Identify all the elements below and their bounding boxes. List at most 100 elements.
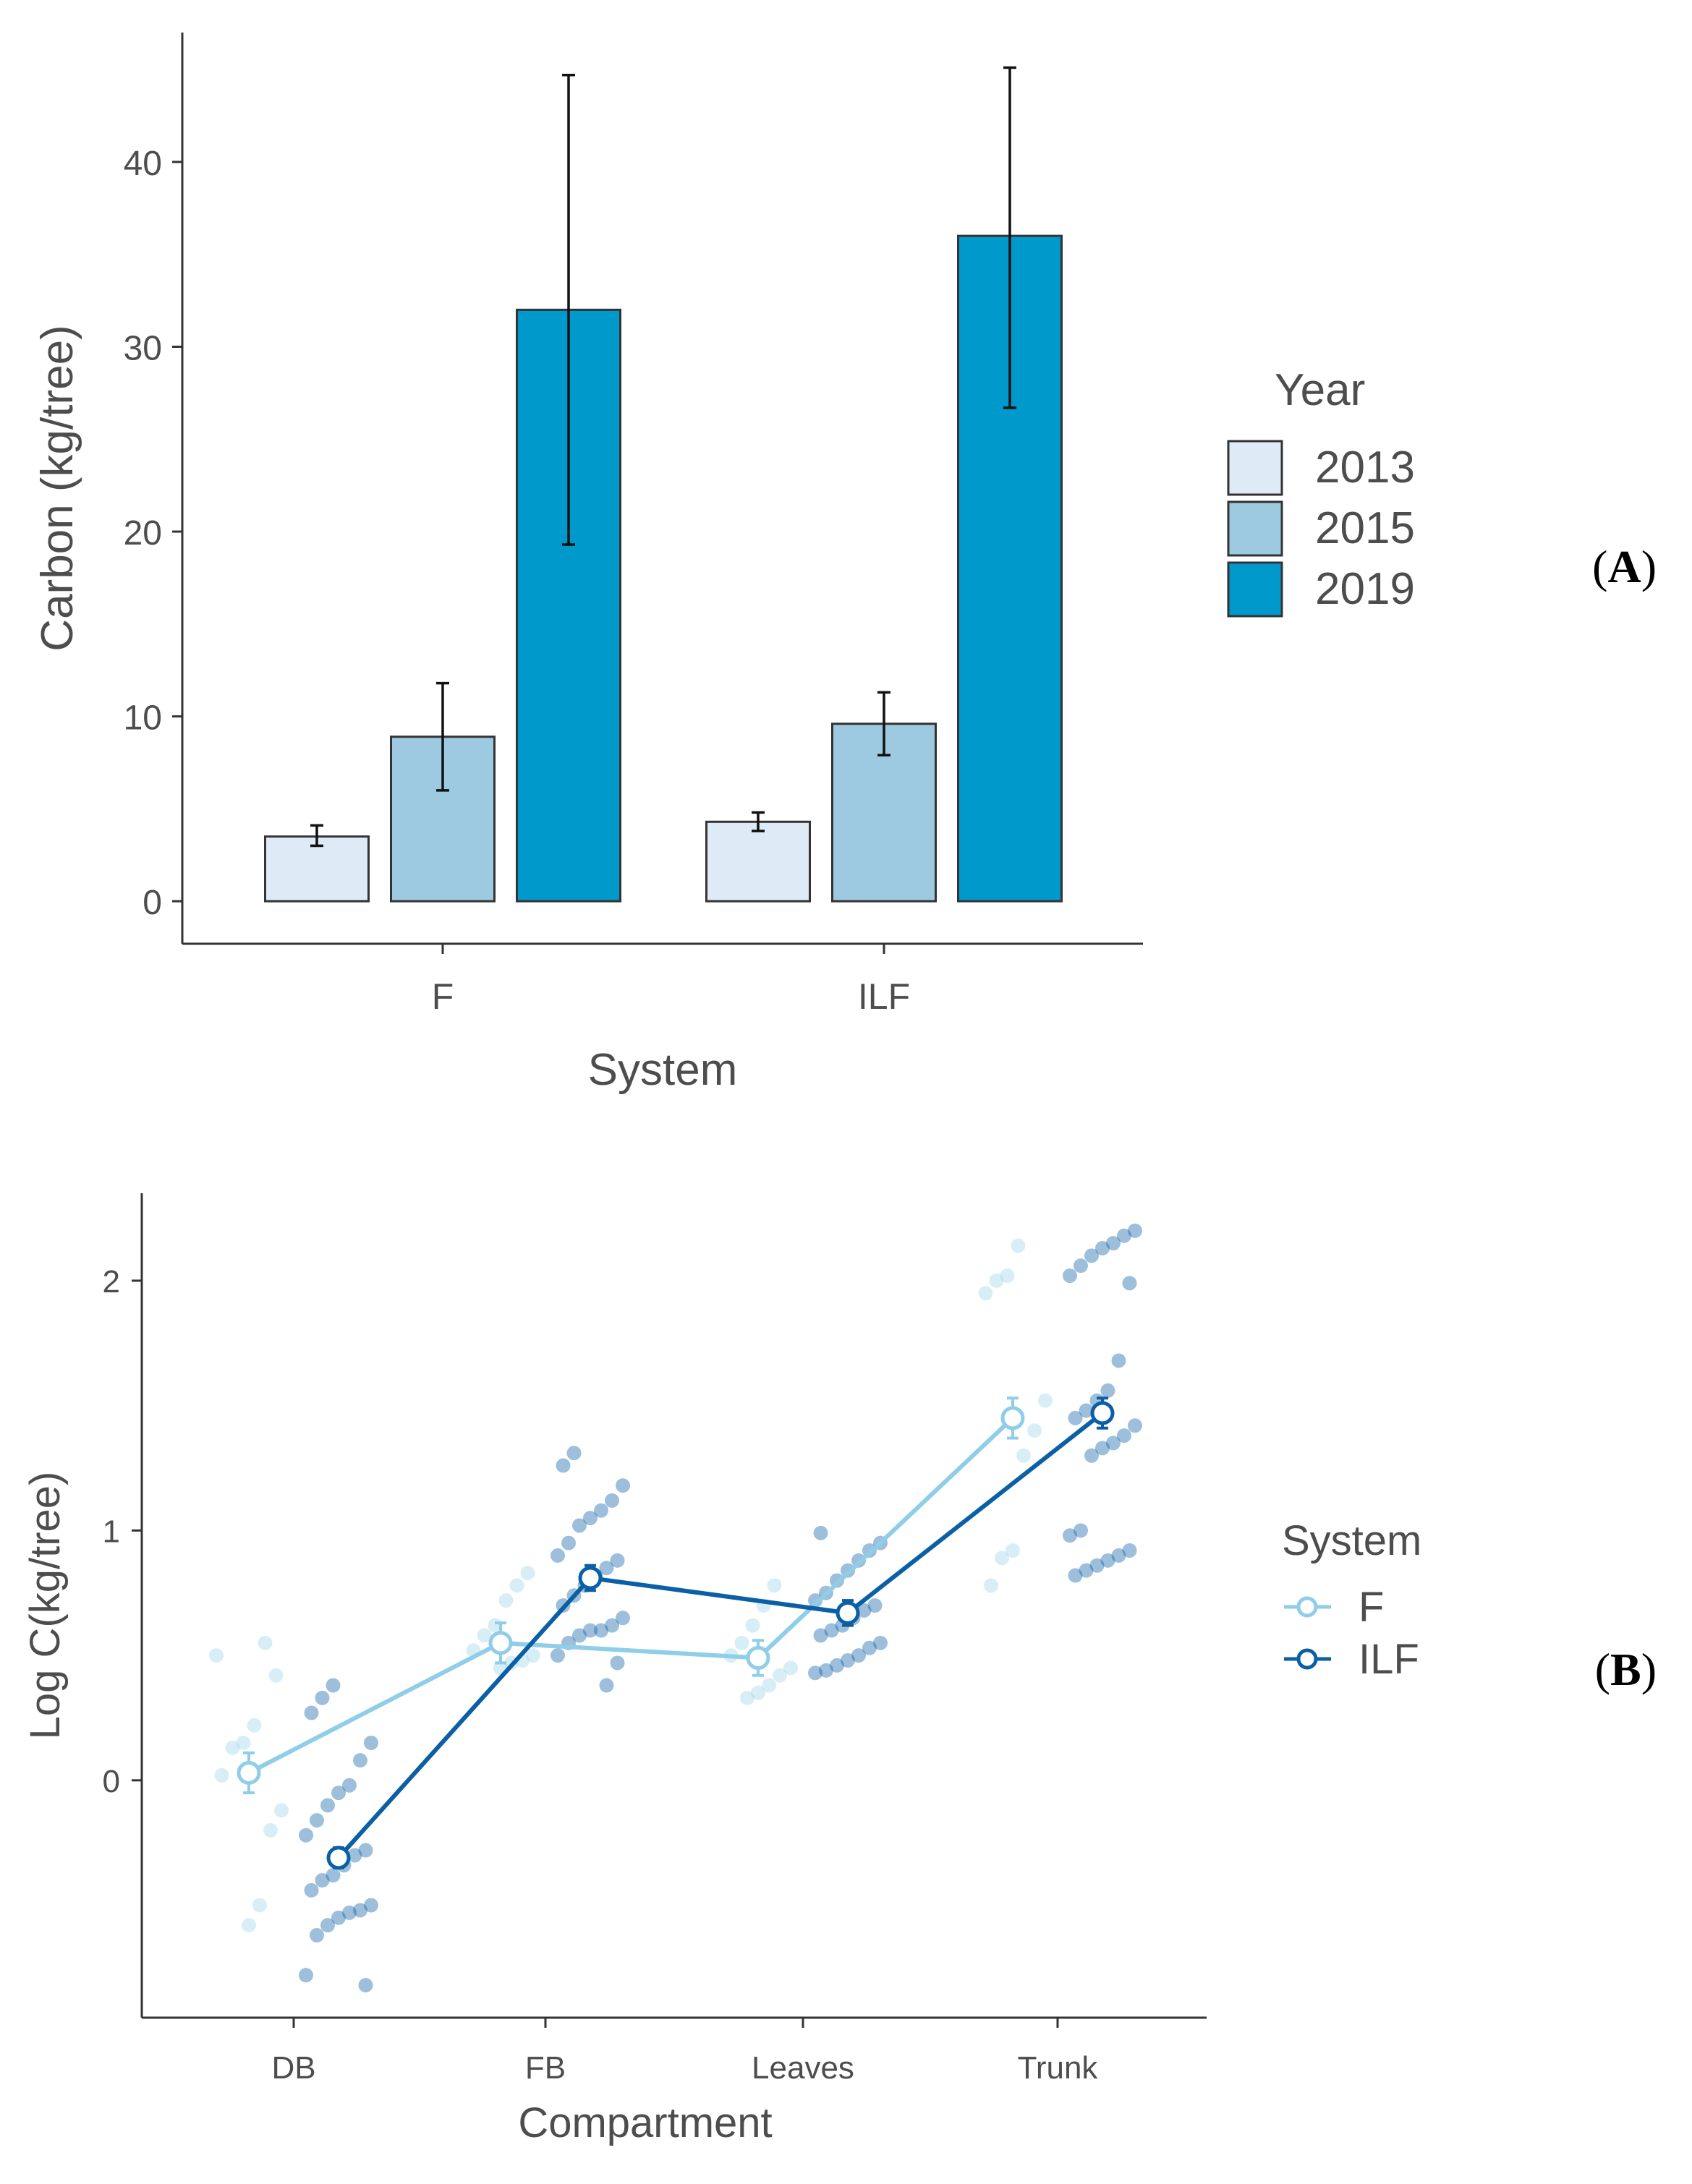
data-point xyxy=(342,1905,357,1920)
data-point xyxy=(867,1598,883,1613)
data-point xyxy=(526,1648,540,1663)
data-point xyxy=(247,1718,262,1733)
data-point xyxy=(299,1968,313,1983)
y-tick-label: 0 xyxy=(103,1764,120,1799)
x-tick-label: ILF xyxy=(858,976,910,1017)
data-point xyxy=(320,1798,335,1813)
data-point xyxy=(566,1446,582,1461)
data-point xyxy=(978,1286,993,1301)
data-point xyxy=(605,1618,619,1633)
data-point xyxy=(583,1623,598,1638)
data-point xyxy=(550,1548,565,1563)
data-point xyxy=(1128,1223,1142,1238)
data-point xyxy=(995,1550,1009,1566)
legend-label: 2013 xyxy=(1315,443,1415,492)
legend-label: ILF xyxy=(1359,1636,1419,1683)
data-point xyxy=(1089,1558,1105,1573)
mean-marker xyxy=(237,1760,261,1785)
legend-label: F xyxy=(1359,1584,1384,1631)
data-point xyxy=(1079,1563,1094,1578)
data-point xyxy=(326,1868,341,1883)
data-point xyxy=(1117,1428,1131,1443)
legend-swatch xyxy=(1227,500,1283,557)
data-point xyxy=(1016,1448,1031,1463)
mean-marker xyxy=(1000,1406,1025,1430)
data-point xyxy=(594,1623,608,1638)
mean-marker xyxy=(488,1631,513,1655)
data-point xyxy=(762,1678,776,1693)
data-point xyxy=(1095,1441,1110,1456)
data-point xyxy=(1122,1543,1137,1558)
y-tick-label: 1 xyxy=(103,1514,120,1549)
data-point xyxy=(984,1578,998,1593)
data-point xyxy=(583,1511,598,1526)
data-point xyxy=(605,1493,619,1508)
data-point xyxy=(819,1663,833,1678)
data-point xyxy=(556,1458,571,1473)
x-axis-ticks: DB FB Leaves Trunk xyxy=(271,2018,1098,2086)
legend-marker-key xyxy=(1296,1648,1318,1670)
data-point xyxy=(550,1648,565,1663)
data-point xyxy=(561,1535,576,1550)
data-point xyxy=(252,1898,267,1913)
data-point xyxy=(1063,1528,1077,1543)
y-tick-label: 0 xyxy=(143,884,162,922)
data-point xyxy=(1074,1523,1088,1538)
data-point xyxy=(353,1753,367,1768)
y-axis-label: Carbon (kg/tree) xyxy=(33,325,82,651)
bar xyxy=(264,835,370,903)
data-point xyxy=(1027,1423,1042,1438)
data-point xyxy=(315,1690,330,1705)
data-point xyxy=(841,1653,855,1668)
y-axis-ticks: 0 10 20 30 40 xyxy=(124,145,182,922)
panel-label-a-letter: A xyxy=(1607,541,1641,592)
data-point xyxy=(1011,1238,1026,1253)
data-point xyxy=(1111,1353,1126,1368)
data-point xyxy=(1068,1410,1083,1425)
data-point xyxy=(258,1635,273,1650)
data-point xyxy=(1068,1568,1083,1583)
data-point xyxy=(1079,1403,1094,1418)
data-point xyxy=(263,1822,278,1838)
data-point xyxy=(610,1655,625,1671)
data-point xyxy=(1074,1258,1088,1274)
bar xyxy=(831,722,937,903)
data-point xyxy=(1117,1228,1131,1243)
data-point xyxy=(331,1786,346,1801)
data-point xyxy=(599,1561,614,1576)
legend: System F ILF xyxy=(1282,1517,1421,1683)
error-bar-group xyxy=(310,66,1016,848)
y-axis-ticks: 0 1 2 xyxy=(103,1264,142,1799)
data-point xyxy=(1106,1436,1121,1451)
data-point xyxy=(610,1553,625,1568)
data-point xyxy=(342,1778,357,1793)
data-point xyxy=(274,1803,289,1818)
data-point xyxy=(331,1910,346,1925)
data-point xyxy=(783,1660,798,1676)
data-point xyxy=(1128,1418,1142,1433)
bar-chart-panel: 0 10 20 30 40 F ILF System Carbon (kg/tree) Y… xyxy=(33,33,1657,1095)
panel-label-a: (A) xyxy=(1592,541,1657,592)
x-tick-label: FB xyxy=(525,2050,566,2086)
data-point xyxy=(572,1628,587,1643)
data-point xyxy=(364,1898,378,1913)
data-point xyxy=(326,1678,341,1693)
data-point xyxy=(1038,1393,1053,1408)
data-point xyxy=(1100,1383,1115,1398)
mean-line-group xyxy=(247,1411,1104,1859)
data-point xyxy=(310,1813,324,1828)
data-point xyxy=(209,1648,224,1663)
y-tick-label: 40 xyxy=(124,145,162,183)
data-point xyxy=(862,1640,877,1655)
data-point xyxy=(616,1611,630,1626)
x-tick-label: Leaves xyxy=(752,2050,854,2086)
x-axis-label: Compartment xyxy=(518,2099,772,2146)
y-tick-label: 2 xyxy=(103,1264,120,1300)
data-point xyxy=(594,1503,608,1518)
data-point xyxy=(572,1518,587,1533)
data-point xyxy=(304,1882,319,1898)
data-point xyxy=(813,1525,828,1540)
y-axis-label: Log C(kg/tree) xyxy=(22,1472,69,1740)
x-tick-label: F xyxy=(432,976,454,1017)
